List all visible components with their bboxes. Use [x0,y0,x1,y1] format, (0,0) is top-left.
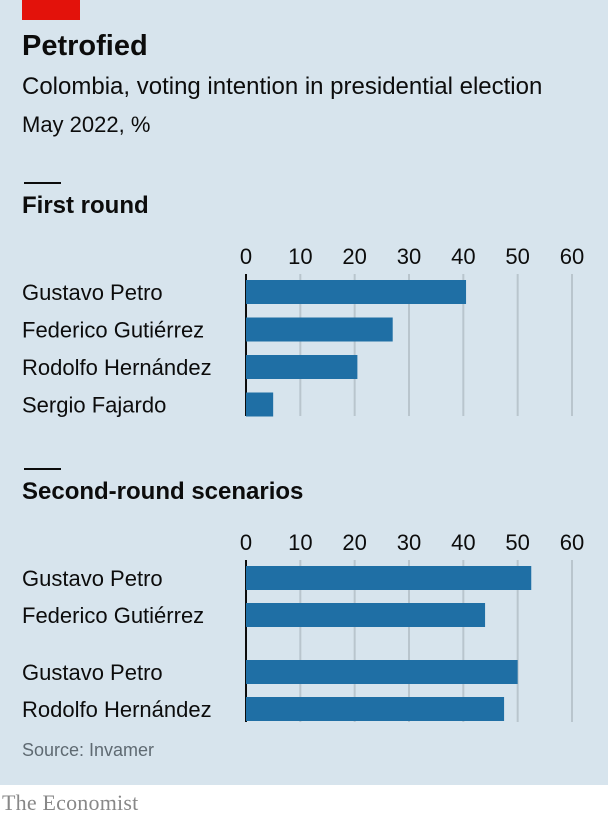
section-rule-second [24,468,61,470]
category-label: Federico Gutiérrez [22,603,204,628]
bar [246,392,274,417]
category-label: Gustavo Petro [22,660,163,685]
category-label: Federico Gutiérrez [22,318,204,343]
x-tick-label: 40 [451,244,475,269]
x-tick-label: 60 [560,530,584,555]
x-tick-label: 20 [342,244,366,269]
category-label: Gustavo Petro [22,280,163,305]
x-tick-label: 60 [560,244,584,269]
economist-logo-text: The Economist [2,790,139,815]
brand-accent-tag [22,0,80,20]
x-tick-label: 40 [451,530,475,555]
x-tick-label: 30 [397,530,421,555]
section-rule-first [24,182,61,184]
bar [246,317,393,342]
x-tick-label: 0 [240,530,252,555]
x-tick-label: 30 [397,244,421,269]
first-round-chart: 0 10 20 30 40 50 60 Gustavo Petro Federico Gutié… [22,244,584,418]
section-title-first-round: First round [22,192,149,219]
section-title-second-round: Second-round scenarios [22,478,304,505]
category-label: Rodolfo Hernández [22,697,212,722]
bar [246,660,518,684]
x-tick-label: 20 [342,530,366,555]
bar [246,280,467,304]
x-tick-label: 10 [288,244,312,269]
x-tick-label: 0 [240,244,252,269]
category-label: Rodolfo Hernández [22,355,212,380]
bar [246,697,505,721]
x-tick-label: 50 [505,244,529,269]
x-tick-label: 10 [288,530,312,555]
chart-period: May 2022, % [22,112,151,137]
bar [246,603,486,627]
bar [246,355,358,379]
second-round-chart: 0 10 20 30 40 50 60 Gustavo Petro Federico Gutié… [22,530,584,722]
chart-title: Petrofied [22,30,148,62]
x-tick-label: 50 [505,530,529,555]
chart-subtitle: Colombia, voting intention in presidenti… [22,73,543,100]
category-label: Sergio Fajardo [22,393,166,418]
source-note: Source: Invamer [22,740,155,760]
bar [246,566,532,590]
category-label: Gustavo Petro [22,566,163,591]
chart-panel: Petrofied Colombia, voting intention in … [0,0,608,785]
